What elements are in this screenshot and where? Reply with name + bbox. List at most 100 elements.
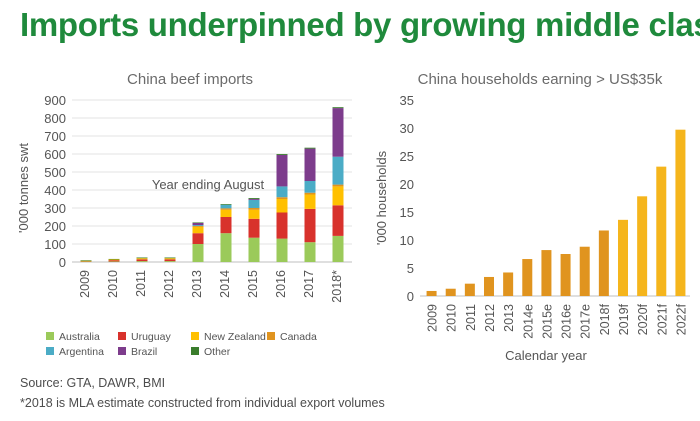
- x-tick-label: 2021f: [655, 303, 669, 335]
- page-headline: Imports underpinned by growing middle cl…: [20, 6, 700, 43]
- legend-label: Brazil: [131, 346, 157, 358]
- bar-segment: [248, 198, 260, 199]
- x-tick-label: 2017: [302, 270, 316, 298]
- x-tick-label: 2018f: [598, 303, 612, 335]
- bar: [637, 196, 648, 296]
- bar-segment: [80, 260, 92, 262]
- bar-segment: [108, 261, 120, 262]
- beef-imports-chart-panel: China beef imports 0 100 200 300 400 500 600 70…: [0, 62, 372, 362]
- x-tick-label: 2011: [134, 270, 148, 297]
- bar: [522, 259, 533, 296]
- bar-segment: [304, 208, 316, 243]
- bar-segment: [248, 208, 260, 210]
- legend-label: New Zealand: [204, 331, 266, 343]
- bar-segment: [80, 261, 92, 262]
- x-tick-label: 2022f: [674, 303, 688, 335]
- legend-swatch: [191, 347, 199, 355]
- x-tick-label: 2020f: [636, 303, 650, 335]
- x-tick-label: 2015: [246, 270, 260, 298]
- bar-segment: [108, 258, 120, 260]
- bar-segment: [332, 186, 344, 206]
- bar-segment: [80, 260, 92, 261]
- households-chart-panel: China households earning > US$35k 0 5 10 15…: [372, 62, 700, 368]
- bar: [464, 283, 475, 296]
- bar-segment: [304, 148, 316, 181]
- bar-segment: [80, 261, 92, 262]
- source-note: Source: GTA, DAWR, BMI: [20, 376, 166, 390]
- y-tick-label: 900: [44, 93, 66, 108]
- bar-segment: [164, 257, 176, 259]
- y-tick-label: 0: [407, 289, 414, 304]
- y-tick-label: 25: [400, 149, 414, 164]
- bar-segment: [332, 235, 344, 262]
- bar-segment: [136, 261, 148, 262]
- bar: [579, 246, 590, 296]
- bar-segment: [108, 259, 120, 261]
- bar-segment: [248, 237, 260, 262]
- bar: [598, 230, 609, 296]
- legend-swatch: [118, 347, 126, 355]
- legend-label: Other: [204, 346, 231, 358]
- bar-segment: [332, 184, 344, 187]
- legend-label: Argentina: [59, 346, 104, 358]
- bar-segment: [108, 260, 120, 262]
- y-tick-label: 300: [44, 201, 66, 216]
- y-tick-label: 400: [44, 183, 66, 198]
- bar: [426, 290, 437, 296]
- bar-segment: [192, 226, 204, 227]
- bar-segment: [332, 205, 344, 236]
- bar-segment: [192, 225, 204, 226]
- bar-segment: [248, 199, 260, 208]
- bar-segment: [304, 242, 316, 262]
- y-tick-label: 5: [407, 261, 414, 276]
- x-tick-label: 2018*: [330, 270, 344, 303]
- y-axis-label: '000 households: [374, 150, 389, 245]
- x-tick-label: 2019f: [617, 303, 631, 335]
- x-tick-label: 2012: [483, 304, 497, 332]
- legend-label: Uruguay: [131, 331, 171, 343]
- bar: [503, 272, 514, 296]
- y-tick-label: 600: [44, 147, 66, 162]
- bar-segment: [192, 222, 204, 223]
- bar: [445, 288, 456, 296]
- x-tick-label: 2010: [445, 304, 459, 332]
- bar-segment: [192, 222, 204, 226]
- estimate-note: *2018 is MLA estimate constructed from i…: [20, 396, 385, 410]
- bar-segment: [276, 199, 288, 213]
- bar-segment: [276, 186, 288, 198]
- bar-segment: [332, 107, 344, 109]
- legend-swatch: [267, 332, 275, 340]
- bar-segment: [136, 258, 148, 260]
- y-tick-label: 500: [44, 165, 66, 180]
- legend-swatch: [46, 332, 54, 340]
- chart-title: China households earning > US$35k: [418, 71, 663, 88]
- x-tick-label: 2012: [162, 270, 176, 298]
- bar-segment: [248, 218, 260, 238]
- bar: [560, 254, 571, 296]
- legend-label: Australia: [59, 331, 100, 343]
- x-tick-label: 2014e: [521, 304, 535, 339]
- bar-segment: [164, 261, 176, 262]
- bar-segment: [220, 204, 232, 209]
- legend-label: Canada: [280, 331, 317, 343]
- x-tick-label: 2013: [190, 270, 204, 298]
- bar-segment: [164, 258, 176, 260]
- bar-segment: [332, 108, 344, 157]
- x-tick-label: 2009: [426, 304, 440, 332]
- bar-segment: [248, 209, 260, 219]
- bar-segment: [276, 154, 288, 187]
- bar-segment: [220, 217, 232, 234]
- bar-segment: [248, 199, 260, 200]
- bar-segment: [276, 212, 288, 239]
- households-chart: China households earning > US$35k 0 5 10 15…: [374, 71, 690, 363]
- y-tick-label: 100: [44, 237, 66, 252]
- x-tick-label: 2009: [78, 270, 92, 298]
- y-tick-label: 30: [400, 121, 414, 136]
- beef-imports-chart: China beef imports 0 100 200 300 400 500 600 70…: [16, 71, 352, 358]
- legend-swatch: [46, 347, 54, 355]
- y-tick-label: 35: [400, 93, 414, 108]
- x-tick-label: 2016: [274, 270, 288, 298]
- bar-segment: [192, 226, 204, 234]
- bar: [618, 219, 628, 296]
- chart-title: China beef imports: [127, 71, 253, 88]
